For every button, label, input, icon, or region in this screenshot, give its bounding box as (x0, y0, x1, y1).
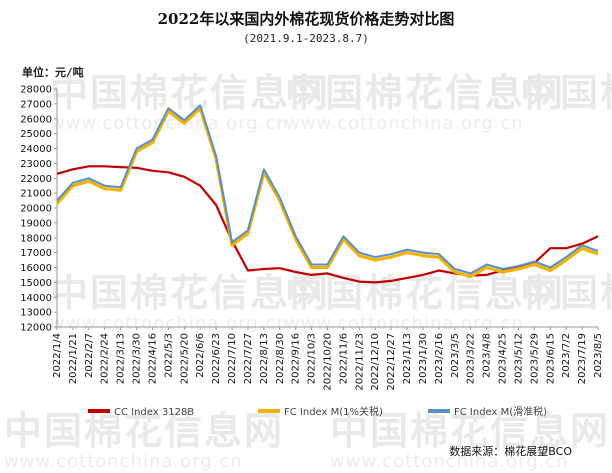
data-source: 数据来源：棉花展望BCO (449, 445, 572, 458)
x-tick-label: 2022/12/10 (370, 333, 381, 391)
x-tick-label: 2023/2/16 (434, 333, 445, 384)
y-tick-label: 25000 (20, 129, 52, 140)
y-axis-unit: 单位：元/吨 (22, 66, 84, 79)
x-tick-label: 2022/10/3 (307, 333, 318, 384)
y-tick-label: 23000 (20, 159, 52, 170)
x-tick-label: 2022/8/13 (259, 333, 270, 384)
x-tick-label: 2022/5/20 (179, 333, 190, 384)
x-tick-label: 2022/7/27 (243, 333, 254, 384)
x-tick-label: 2022/9/16 (291, 333, 302, 384)
x-tick-label: 2022/1/21 (68, 333, 79, 384)
x-tick-label: 2022/1/4 (52, 333, 63, 378)
x-tick-label: 2023/4/8 (482, 333, 493, 378)
y-tick-label: 17000 (20, 248, 52, 259)
y-tick-label: 13000 (20, 308, 52, 319)
x-tick-label: 2022/10/20 (323, 333, 334, 391)
legend-label-3: FC Index M(滑准税) (454, 405, 547, 418)
x-tick-label: 2023/5/29 (529, 333, 540, 384)
series-line-3 (56, 104, 599, 275)
x-tick-label: 2022/3/30 (132, 333, 143, 384)
x-tick-label: 2023/7/2 (561, 333, 572, 378)
y-tick-label: 26000 (20, 114, 52, 125)
x-tick-label: 2022/5/3 (163, 333, 174, 378)
y-tick-label: 14000 (20, 293, 52, 304)
x-tick-label: 2022/2/24 (100, 333, 111, 384)
chart-subtitle: (2021.9.1-2023.8.7) (243, 32, 369, 45)
y-tick-label: 22000 (20, 174, 52, 185)
x-tick-label: 2023/3/22 (466, 333, 477, 384)
y-tick-label: 16000 (20, 263, 52, 274)
x-tick-label: 2022/8/30 (275, 333, 286, 384)
x-tick-label: 2023/7/19 (577, 333, 588, 384)
x-tick-label: 2023/6/15 (545, 333, 556, 384)
x-tick-label: 2022/12/27 (386, 333, 397, 391)
x-tick-label: 2023/4/25 (498, 333, 509, 384)
x-tick-label: 2022/2/7 (84, 333, 95, 378)
x-tick-label: 2022/11/23 (354, 333, 365, 391)
legend-label-2: FC Index M(1%关税) (284, 405, 383, 418)
chart-title: 2022年以来国内外棉花现货价格走势对比图 (157, 10, 455, 28)
y-tick-label: 19000 (20, 218, 52, 229)
x-tick-label: 2023/8/5 (593, 333, 604, 378)
y-tick-label: 21000 (20, 189, 52, 200)
x-tick-label: 2022/4/16 (147, 333, 158, 384)
x-tick-label: 2022/6/23 (211, 333, 222, 384)
y-tick-label: 27000 (20, 99, 52, 110)
y-tick-label: 12000 (20, 323, 52, 334)
x-tick-label: 2022/7/10 (227, 333, 238, 384)
x-tick-label: 2022/11/6 (338, 333, 349, 384)
x-tick-label: 2023/5/12 (513, 333, 524, 384)
y-tick-label: 28000 (20, 85, 52, 96)
y-tick-label: 24000 (20, 144, 52, 155)
y-tick-label: 15000 (20, 278, 52, 289)
y-tick-label: 18000 (20, 233, 52, 244)
x-tick-label: 2023/1/30 (418, 333, 429, 384)
legend-label-1: CC Index 3128B (114, 407, 194, 418)
x-tick-label: 2022/6/6 (195, 333, 206, 378)
y-tick-label: 20000 (20, 204, 52, 215)
series-line-2 (55, 106, 599, 278)
x-tick-label: 2023/1/13 (402, 333, 413, 384)
x-tick-label: 2023/3/5 (450, 333, 461, 378)
x-tick-label: 2022/3/13 (116, 333, 127, 384)
